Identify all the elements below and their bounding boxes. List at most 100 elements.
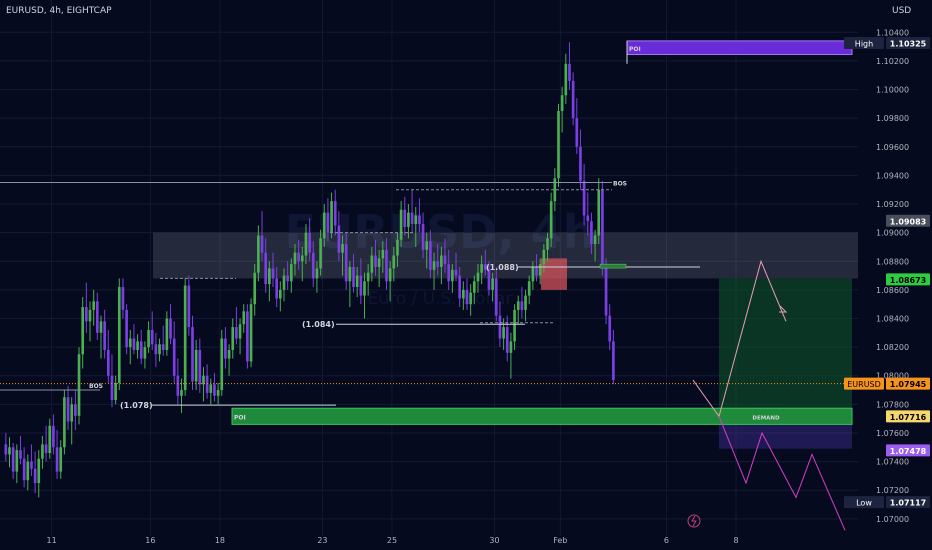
candle-body [458, 275, 461, 299]
time-axis-tick: 11 [46, 536, 56, 545]
price-label-low-box [886, 496, 930, 509]
candle-body [209, 384, 213, 393]
candle-body [136, 341, 139, 350]
level-1088-label: (1.088) [486, 263, 519, 272]
candle-body [469, 292, 472, 305]
candle-body [187, 285, 191, 328]
bear-candle [74, 390, 77, 431]
candle-body [41, 444, 44, 459]
bull-candle [81, 297, 85, 369]
candle-body [524, 295, 527, 310]
candle-body [191, 327, 194, 382]
candle-body [19, 450, 22, 459]
bull-candle [88, 301, 92, 342]
candle-body [429, 241, 432, 270]
candle-body [531, 266, 535, 282]
candle-body [505, 327, 509, 353]
bull-candle [136, 334, 139, 359]
candle-body [231, 327, 235, 350]
candle-body [436, 261, 440, 267]
price-label-box [886, 273, 930, 286]
candle-body [582, 181, 586, 216]
bull-candle [469, 284, 472, 316]
price-axis-tick: 1.10400 [876, 28, 909, 37]
candle-body [271, 268, 275, 279]
candle-body [235, 327, 238, 339]
candle-body [132, 338, 136, 350]
candle-body [198, 349, 202, 385]
bull-candle [37, 450, 41, 498]
bull-candle [542, 244, 546, 273]
bull-candle [92, 289, 95, 326]
bear-candle [604, 258, 608, 325]
price-axis-tick: 1.10000 [876, 86, 909, 95]
time-axis-tick: 16 [145, 536, 155, 545]
bull-candle [8, 437, 11, 468]
bear-candle [205, 364, 209, 399]
candle-body [597, 189, 601, 236]
candle-body [472, 281, 476, 293]
bear-candle [154, 332, 158, 368]
candle-body [74, 404, 77, 416]
candle-body [538, 264, 542, 276]
candle-body [509, 341, 513, 353]
price-label-low-value: 1.07117 [890, 499, 926, 508]
target-profit-zone [719, 278, 852, 417]
candle-body [330, 201, 333, 233]
bull-candle [549, 192, 553, 247]
price-axis-tick: 1.07200 [876, 486, 909, 495]
bull-candle [70, 397, 74, 445]
time-axis-tick: 6 [664, 536, 669, 545]
level-1078-label: (1.078) [120, 401, 153, 410]
bear-candle [286, 261, 289, 290]
candle-body [293, 252, 297, 265]
bear-candle [125, 304, 128, 355]
bear-candle [19, 435, 22, 465]
candle-body [125, 309, 128, 348]
candle-body [213, 384, 216, 396]
level-1084-label: (1.084) [302, 320, 335, 329]
price-axis-tick: 1.09000 [876, 229, 909, 238]
watermark-subtitle: Euro / U.S. Dollar [368, 289, 513, 309]
bear-candle [132, 324, 136, 355]
bull-candle [319, 229, 322, 276]
bear-candle [612, 329, 615, 385]
lightning-icon [687, 514, 701, 528]
candle-body [491, 278, 494, 290]
candle-body [165, 318, 169, 350]
supply-zone-band [153, 232, 886, 279]
bull-candle [377, 249, 381, 288]
bull-candle [15, 444, 19, 484]
bear-candle [410, 189, 414, 233]
candle-body [194, 349, 198, 382]
candle-body [352, 266, 355, 288]
candle-body [341, 244, 344, 253]
bull-candle [451, 264, 454, 293]
price-tag-eurusd: EURUSD [847, 380, 881, 389]
bear-candle [447, 249, 451, 290]
candle-body [224, 338, 227, 359]
bull-candle [531, 261, 535, 290]
bull-candle [63, 390, 66, 455]
candle-body [308, 232, 311, 253]
bull-candle [341, 235, 344, 276]
candle-body [114, 382, 117, 401]
candle-body [568, 63, 571, 81]
bull-candle [289, 258, 293, 293]
bull-candle [279, 281, 282, 312]
bull-candle [370, 246, 374, 282]
price-axis-tick: 1.09200 [876, 200, 909, 209]
candle-body [366, 272, 370, 282]
bull-candle [366, 264, 370, 296]
bullish-projection-path [692, 259, 787, 418]
bear-candle [224, 327, 227, 369]
bear-candle [374, 239, 377, 276]
bull-candle [41, 435, 44, 469]
candle-body [117, 287, 121, 383]
bear-candle [172, 321, 176, 383]
candle-body [147, 329, 150, 348]
candle-body [359, 275, 363, 296]
candle-body [527, 281, 531, 296]
bull-candle [432, 252, 436, 290]
